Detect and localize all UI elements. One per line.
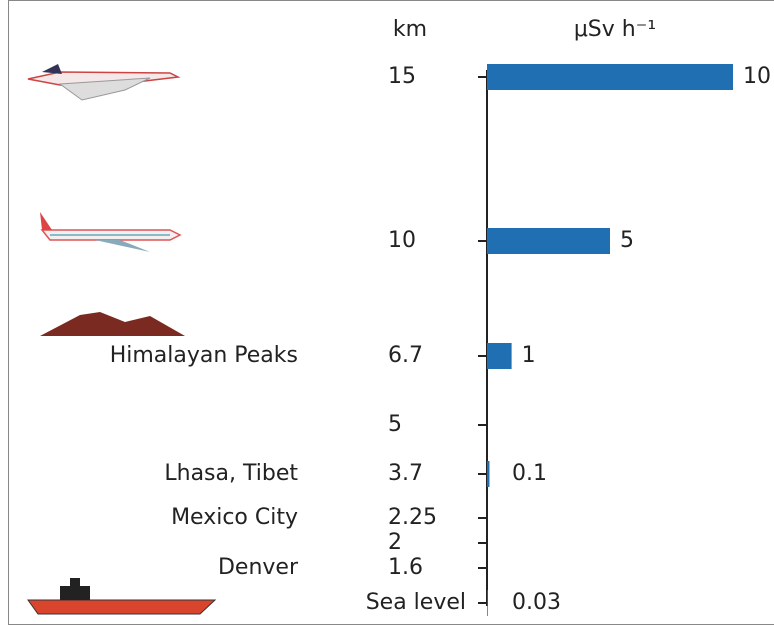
place-label: Himalayan Peaks — [110, 343, 298, 368]
y-tick-label: 10 — [388, 228, 416, 253]
place-label: Denver — [218, 555, 299, 580]
y-tick-label: 15 — [388, 64, 416, 89]
place-label: Lhasa, Tibet — [164, 461, 298, 486]
y-tick-label: 1.6 — [388, 555, 423, 580]
y-axis-label: km — [393, 17, 427, 42]
concorde-icon — [28, 64, 178, 100]
value-label: 0.03 — [512, 590, 561, 615]
value-label: 0.1 — [512, 461, 547, 486]
mountain-icon — [40, 312, 185, 336]
y-tick-label: 2.25 — [388, 505, 437, 530]
value-label: 5 — [620, 228, 634, 253]
bar — [487, 64, 733, 90]
y-tick-label: 6.7 — [388, 343, 423, 368]
value-label: 1 — [522, 343, 536, 368]
y-tick-label: Sea level — [366, 590, 466, 615]
chart: km μSv h⁻¹ 15101056.7153.70.12.2521.6Sea… — [0, 0, 774, 625]
y-tick-label: 2 — [388, 530, 402, 555]
x-axis-label: μSv h⁻¹ — [574, 17, 656, 42]
bar — [487, 228, 610, 254]
airliner-icon — [40, 212, 180, 252]
y-tick-label: 5 — [388, 412, 402, 437]
y-tick-label: 3.7 — [388, 461, 423, 486]
ship-icon — [28, 578, 215, 614]
place-label: Mexico City — [171, 505, 298, 530]
value-label: 10 — [743, 64, 771, 89]
bar — [487, 343, 512, 369]
bar — [487, 461, 489, 487]
bar — [487, 590, 488, 616]
